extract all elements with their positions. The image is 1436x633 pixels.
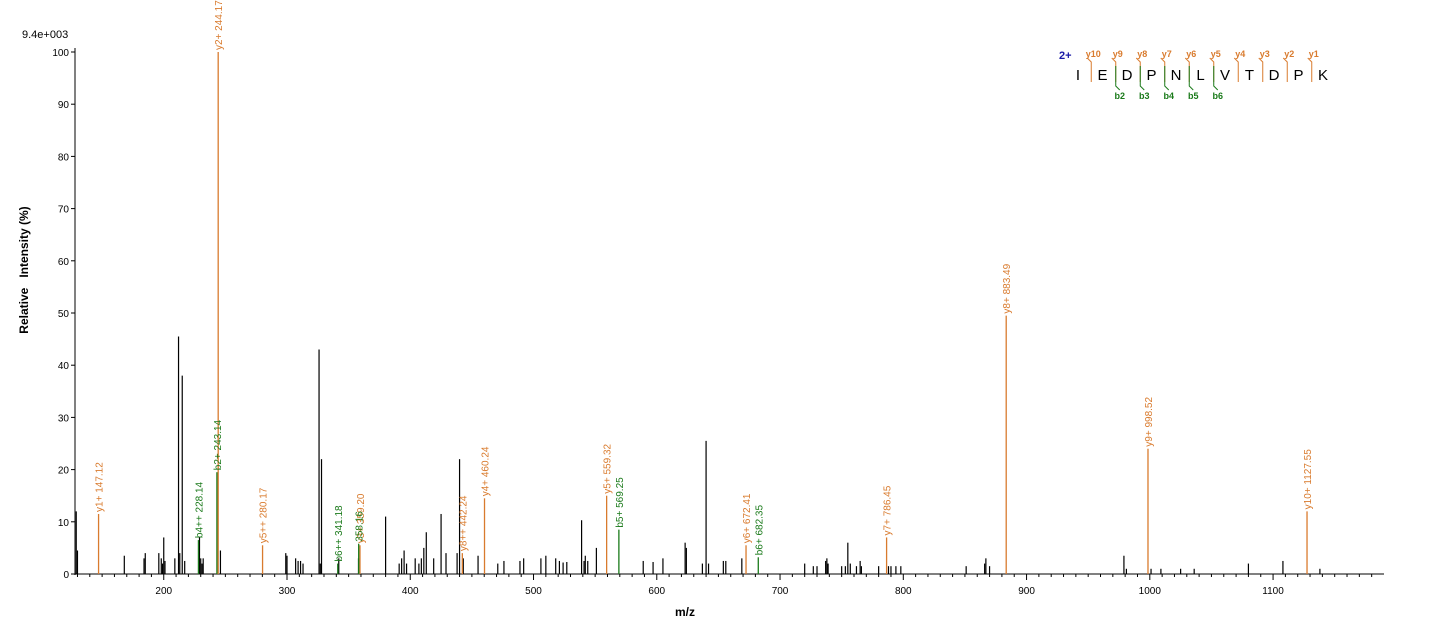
y-tick-label: 100 <box>52 48 69 59</box>
b-ion-bracket <box>1115 66 1121 91</box>
residue: P <box>1146 67 1156 84</box>
peak-label: y8+ 883.49 <box>1002 263 1013 313</box>
y-ion-label: y2 <box>1284 49 1294 59</box>
axis-ticks: 0 10 20 30 40 50 60 70 80 90 100 200 300 400 500 600 700… <box>52 48 1373 597</box>
y-ion-bracket <box>1307 57 1313 82</box>
peaks <box>75 52 1321 574</box>
peak-label: y5+ 559.32 <box>603 443 614 493</box>
y-tick-label: 90 <box>58 100 70 111</box>
b-ion-label: b6 <box>1212 91 1223 101</box>
scale-label: 9.4e+003 <box>22 29 68 41</box>
y-ion-label: y7 <box>1162 49 1172 59</box>
b-ion-bracket <box>1164 66 1170 91</box>
y-ion-label: y9 <box>1113 49 1123 59</box>
y-ion-bracket <box>1086 57 1092 82</box>
peak-label: y3+ 359.20 <box>356 493 367 543</box>
peak-labels: y1+ 147.12 b4++ 228.14 b2+ 243.14 y2+ 244.1… <box>95 0 1314 562</box>
peak-label: b5+ 569.25 <box>615 477 626 528</box>
peak-label: y2+ 244.17 <box>214 0 225 50</box>
y-ion-bracket <box>1258 57 1264 82</box>
x-tick-label: 700 <box>772 586 789 597</box>
peak-label: y6+ 672.41 <box>742 493 753 543</box>
x-axis-label: m/z <box>675 605 695 619</box>
y-tick-label: 50 <box>58 309 70 320</box>
y-tick-label: 70 <box>58 205 70 216</box>
peak-label: b6+ 682.35 <box>754 505 765 556</box>
x-tick-label: 1000 <box>1139 586 1162 597</box>
b-ion-label: b3 <box>1139 91 1150 101</box>
y-tick-label: 60 <box>58 257 70 268</box>
y-ion-label: y8 <box>1137 49 1147 59</box>
x-tick-label: 600 <box>648 586 665 597</box>
residue: L <box>1196 67 1204 84</box>
charge-label: 2+ <box>1059 50 1072 62</box>
y-tick-label: 40 <box>58 361 70 372</box>
peak-label: y1+ 147.12 <box>95 462 106 512</box>
y-ion-label: y3 <box>1260 49 1270 59</box>
y-ion-label: y6 <box>1186 49 1196 59</box>
y-ion-bracket <box>1111 57 1117 82</box>
b-ion-bracket <box>1213 66 1219 91</box>
x-tick-label: 800 <box>895 586 912 597</box>
peak-label: b2+ 243.14 <box>213 419 224 470</box>
y-ion-bracket <box>1160 57 1166 82</box>
y-tick-label: 20 <box>58 466 70 477</box>
x-tick-label: 400 <box>402 586 419 597</box>
x-tick-label: 1100 <box>1262 586 1284 597</box>
b-ion-bracket <box>1188 66 1194 91</box>
b-ion-label: b4 <box>1163 91 1174 101</box>
peak-label: y8++ 442.24 <box>458 495 469 551</box>
y-ion-label: y4 <box>1235 49 1245 59</box>
peak-label: y5++ 280.17 <box>259 487 270 543</box>
y-tick-label: 30 <box>58 413 70 424</box>
residue: I <box>1076 67 1080 84</box>
peak-label: y7+ 786.45 <box>883 485 894 535</box>
residue: V <box>1220 67 1230 84</box>
y-axis-label: Relative Intensity (%) <box>17 206 31 333</box>
y-ion-label: y5 <box>1211 49 1221 59</box>
residue: T <box>1245 67 1254 84</box>
x-tick-label: 900 <box>1018 586 1035 597</box>
b-ion-label: b5 <box>1188 91 1199 101</box>
peak-label: y9+ 998.52 <box>1144 397 1155 447</box>
y-tick-label: 0 <box>63 570 69 581</box>
y-ion-bracket <box>1209 57 1215 82</box>
x-tick-label: 200 <box>155 586 172 597</box>
y-ion-bracket <box>1282 57 1288 82</box>
residue: P <box>1293 67 1303 84</box>
peak-label: y4+ 460.24 <box>481 446 492 496</box>
axes: 9.4e+003 m/z Relative Intensity (%) <box>17 29 1384 619</box>
y-ion-label: y10 <box>1086 49 1101 59</box>
peak-label: 358.16 <box>355 511 366 542</box>
y-ion-bracket <box>1233 57 1239 82</box>
residue: N <box>1171 67 1182 84</box>
x-tick-label: 300 <box>279 586 296 597</box>
residue: E <box>1097 67 1107 84</box>
peak-label: b6++ 341.18 <box>334 505 345 562</box>
residue: K <box>1318 67 1328 84</box>
b-ion-label: b2 <box>1114 91 1125 101</box>
y-tick-label: 80 <box>58 152 70 163</box>
residue: D <box>1269 67 1280 84</box>
b-ion-bracket <box>1139 66 1145 91</box>
y-tick-label: 10 <box>58 518 70 529</box>
peak-label: y10+ 1127.55 <box>1303 449 1314 510</box>
peak-label: b4++ 228.14 <box>194 481 205 538</box>
residue: D <box>1122 67 1133 84</box>
y-ion-bracket <box>1135 57 1141 82</box>
y-ion-label: y1 <box>1309 49 1319 59</box>
x-tick-label: 500 <box>525 586 542 597</box>
y-ion-bracket <box>1184 57 1190 82</box>
